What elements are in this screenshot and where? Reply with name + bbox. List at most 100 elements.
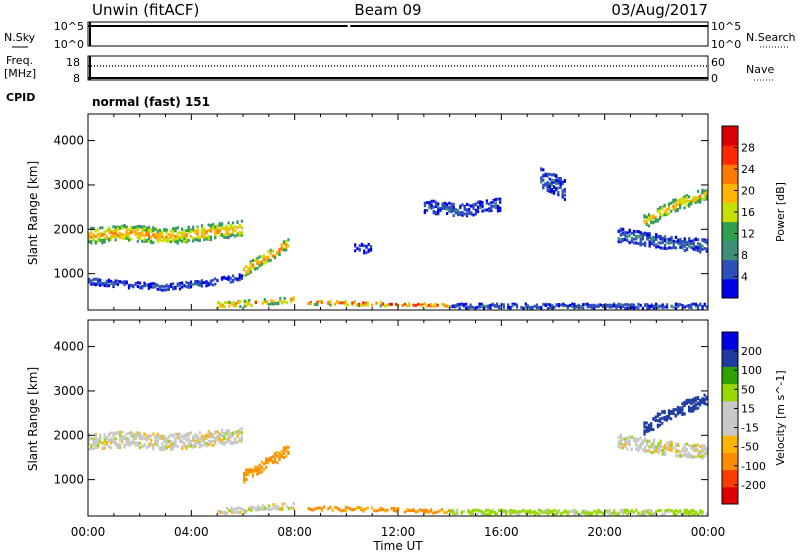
power-cell: [559, 183, 562, 187]
power-cell: [178, 281, 181, 285]
power-cell: [544, 182, 547, 186]
power-cell: [358, 244, 361, 248]
velocity-cell: [110, 446, 113, 450]
velocity-cell: [606, 511, 609, 515]
power-cell: [196, 225, 199, 229]
power-cell: [632, 306, 636, 310]
power-cell: [685, 203, 688, 207]
power-cell: [150, 230, 153, 233]
velocity-cell: [236, 430, 239, 434]
power-cell: [94, 229, 97, 233]
power-cell: [531, 306, 534, 310]
power-cell: [692, 196, 695, 200]
power-cell: [476, 305, 479, 309]
power-cell: [165, 231, 168, 235]
velocity-cell: [183, 441, 186, 445]
velocity-cell: [174, 444, 177, 448]
power-cell: [238, 273, 241, 277]
power-cell: [566, 306, 569, 309]
power-cell: [439, 208, 442, 212]
power-cell: [690, 201, 693, 204]
power-cell: [145, 239, 148, 243]
power-cell: [200, 281, 204, 285]
power-cell: [384, 304, 387, 308]
velocity-cell: [167, 445, 170, 448]
power-cell: [283, 296, 286, 300]
velocity-cell: [544, 510, 547, 514]
velocity-cell: [127, 437, 131, 441]
power-cell: [274, 302, 277, 305]
power-cell: [192, 283, 195, 286]
power-cell: [183, 240, 186, 243]
velocity-cell: [562, 510, 565, 514]
power-cell: [114, 279, 117, 283]
power-cell: [515, 303, 519, 307]
velocity-cell: [121, 438, 124, 442]
velocity-cell: [271, 455, 274, 459]
power-cell: [628, 306, 631, 310]
power-cell: [90, 282, 93, 286]
velocity-cell: [485, 512, 488, 516]
velocity-cell: [246, 509, 249, 513]
velocity-cell: [227, 431, 230, 435]
power-cell: [472, 203, 475, 207]
velocity-cell: [626, 442, 629, 446]
power-cell: [688, 243, 691, 247]
power-cell: [223, 233, 226, 237]
power-cell: [127, 235, 131, 239]
power-cell: [630, 231, 633, 235]
velocity-cell: [96, 445, 100, 449]
velocity-cell: [205, 442, 208, 446]
velocity-cell: [595, 509, 598, 513]
power-cell: [663, 238, 667, 242]
power-cell: [154, 285, 157, 289]
velocity-cell: [110, 441, 113, 445]
power-cell: [626, 235, 629, 239]
velocity-cell: [161, 445, 164, 449]
power-cell: [694, 304, 697, 308]
velocity-colorbar-frame: [721, 331, 739, 505]
power-cell: [251, 259, 255, 262]
velocity-cell: [386, 508, 389, 512]
power-cell: [575, 305, 578, 309]
power-cell: [628, 303, 631, 307]
velocity-cell: [672, 446, 675, 450]
power-cell: [214, 228, 217, 232]
power-cell: [551, 304, 554, 308]
velocity-cell: [234, 437, 237, 441]
power-cell: [469, 303, 472, 307]
power-cell: [672, 200, 675, 204]
power-cell: [454, 304, 457, 308]
power-cell: [121, 236, 124, 240]
velocity-cell: [231, 440, 235, 444]
power-cell: [247, 272, 250, 276]
power-cell: [661, 303, 664, 307]
power-cell: [650, 236, 653, 240]
velocity-cell: [362, 507, 365, 511]
beam-title: Beam 09: [354, 1, 421, 19]
power-cell: [652, 304, 655, 308]
velocity-cell: [375, 509, 378, 513]
power-cell: [90, 279, 93, 283]
power-cell: [316, 303, 319, 307]
power-cell: [99, 232, 102, 236]
power-cell: [236, 220, 239, 224]
power-cell: [261, 301, 264, 305]
power-cell: [659, 206, 662, 210]
velocity-cell: [280, 452, 283, 456]
velocity-cell: [110, 431, 113, 435]
power-cell: [457, 213, 460, 217]
power-cell: [553, 173, 556, 177]
velocity-cell: [169, 443, 173, 447]
velocity-cell: [314, 507, 317, 511]
velocity-cell: [663, 509, 666, 513]
power-cell: [644, 233, 647, 237]
velocity-cell: [344, 506, 347, 510]
velocity-cell: [260, 460, 263, 464]
power-cell: [344, 303, 347, 306]
power-cell: [586, 305, 589, 309]
velocity-cell: [699, 403, 702, 407]
velocity-cell: [245, 468, 248, 472]
power-cell: [533, 304, 536, 308]
freq-tick-bottom: 8: [73, 72, 80, 85]
